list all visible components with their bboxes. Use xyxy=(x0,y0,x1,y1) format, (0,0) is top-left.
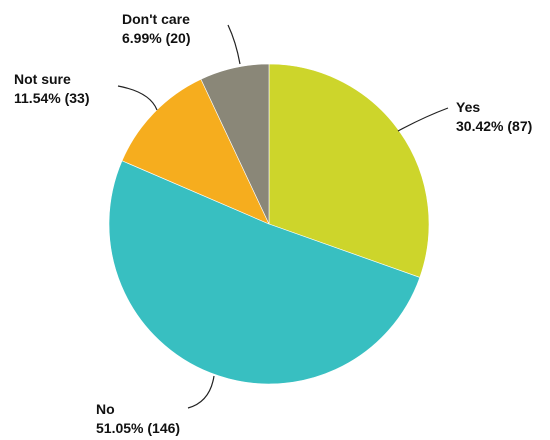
slice-value-label-not-sure: 11.54% (33) xyxy=(14,90,90,106)
pie-slice-don-t-care xyxy=(200,63,270,225)
slice-name-label-yes: Yes xyxy=(456,99,480,115)
slice-value-label-no: 51.05% (146) xyxy=(96,420,180,436)
leader-line-yes xyxy=(397,107,449,132)
leader-line-no xyxy=(187,375,215,409)
pie-slice-no xyxy=(108,160,421,385)
leader-line-don-t-care xyxy=(227,24,241,65)
leader-lines-layer xyxy=(117,24,449,409)
slice-name-label-don-t-care: Don't care xyxy=(122,11,190,27)
slices-layer xyxy=(108,63,430,385)
pie-slice-not-sure xyxy=(121,78,270,225)
pie-slice-yes xyxy=(268,63,430,278)
slice-name-label-not-sure: Not sure xyxy=(14,71,71,87)
slice-name-label-no: No xyxy=(96,401,115,417)
leader-line-not-sure xyxy=(117,85,158,111)
slice-value-label-don-t-care: 6.99% (20) xyxy=(122,30,190,46)
slice-value-label-yes: 30.42% (87) xyxy=(456,118,532,134)
labels-layer: Yes 30.42% (87) No 51.05% (146) Not sure 11.5… xyxy=(14,11,532,436)
